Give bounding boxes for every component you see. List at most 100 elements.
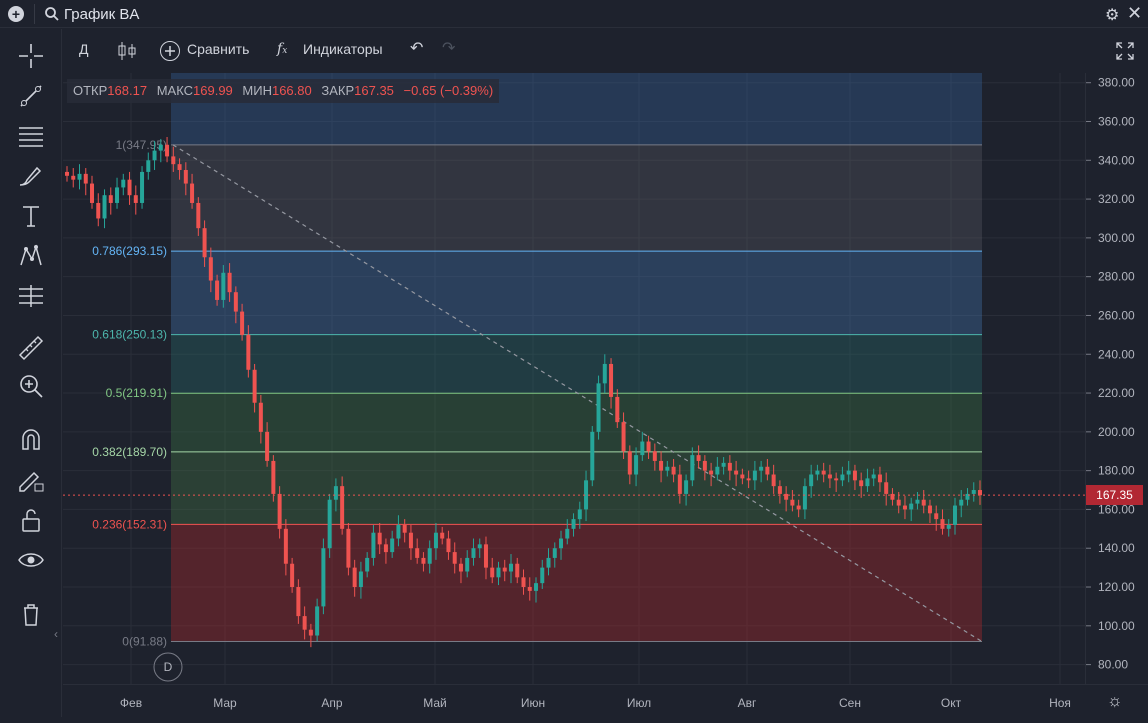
candle-body — [602, 363, 607, 384]
divider — [34, 4, 35, 24]
candle-body — [452, 552, 457, 564]
candle-body — [940, 519, 945, 529]
undo-icon[interactable]: ↶ — [410, 40, 424, 57]
month-label: Фев — [120, 696, 142, 710]
close-icon[interactable]: ✕ — [1127, 3, 1143, 23]
candle-body — [102, 195, 107, 219]
candle-body — [171, 156, 176, 165]
candle-body — [746, 478, 751, 481]
interval-button[interactable]: Д — [79, 41, 89, 57]
candle-body — [690, 455, 695, 481]
candle-body — [596, 383, 601, 432]
candle-body — [133, 195, 138, 203]
brush-icon[interactable] — [16, 161, 46, 191]
indicators-button[interactable]: Индикаторы — [303, 41, 383, 57]
candle-body — [784, 493, 789, 500]
chart-title[interactable]: График BA — [64, 6, 140, 23]
close-value: 167.35 — [354, 83, 394, 98]
candle-body — [946, 524, 951, 529]
candle-body — [846, 470, 851, 475]
candle-body — [271, 460, 276, 494]
price-tick-label: 200.00 — [1098, 425, 1135, 439]
candle-body — [840, 474, 845, 481]
trash-icon[interactable] — [16, 599, 46, 629]
price-axis[interactable]: 80.00 100.00 120.00 140.00 160.00 180.00 200.0… — [1085, 73, 1148, 684]
magnet-icon[interactable] — [16, 425, 46, 455]
price-tick-label: 100.00 — [1098, 619, 1135, 633]
price-chart[interactable]: 1(347.95)0.786(293.15)0.618(250.13)0.5(2… — [63, 73, 1085, 684]
candle-body — [777, 486, 782, 494]
candle-body — [165, 144, 170, 157]
candle-body — [640, 441, 645, 456]
candle-body — [483, 544, 488, 568]
candle-body — [440, 532, 445, 539]
unlock-icon[interactable] — [16, 505, 46, 535]
fullscreen-icon[interactable] — [1115, 41, 1135, 61]
compare-plus-icon[interactable] — [159, 40, 181, 62]
fib-levels-icon[interactable] — [16, 121, 46, 151]
candle-body — [158, 144, 163, 151]
candle-body — [927, 505, 932, 514]
candle-body — [715, 466, 720, 475]
collapse-toolbar-icon[interactable]: ‹ — [54, 627, 58, 641]
candle-body — [890, 493, 895, 500]
trend-line-icon[interactable] — [16, 81, 46, 111]
month-label: Ноя — [1049, 696, 1071, 710]
search-icon[interactable] — [44, 6, 60, 22]
zoom-in-icon[interactable] — [16, 371, 46, 401]
candle-body — [765, 466, 770, 475]
candles-icon[interactable] — [117, 40, 137, 62]
lock-drawings-icon[interactable] — [16, 465, 46, 495]
ruler-icon[interactable] — [16, 333, 46, 363]
settings-sun-icon[interactable]: ☼ — [1107, 691, 1123, 710]
candle-body — [827, 474, 832, 479]
add-icon[interactable]: + — [8, 6, 24, 22]
month-label: Апр — [321, 696, 343, 710]
candle-body — [884, 482, 889, 494]
redo-icon[interactable]: ↷ — [442, 40, 456, 57]
candle-body — [183, 169, 188, 184]
candle-body — [433, 532, 438, 549]
candle-body — [702, 460, 707, 471]
candle-body — [790, 499, 795, 506]
candle-body — [802, 486, 807, 510]
pattern-icon[interactable] — [16, 241, 46, 271]
candle-body — [552, 548, 557, 558]
candle-body — [308, 629, 313, 636]
gear-icon[interactable]: ⚙ — [1105, 7, 1120, 24]
candle-body — [921, 499, 926, 506]
candle-body — [127, 179, 132, 196]
candle-body — [421, 557, 426, 564]
candle-body — [490, 567, 495, 578]
month-label: Окт — [941, 696, 962, 710]
candle-body — [771, 474, 776, 487]
candle-body — [971, 490, 976, 494]
fib-band — [171, 334, 982, 394]
compare-button[interactable]: Сравнить — [187, 41, 250, 57]
text-tool-icon[interactable] — [16, 201, 46, 231]
high-label: МАКС — [156, 83, 194, 98]
crosshair-icon[interactable] — [16, 41, 46, 71]
time-axis[interactable]: Фев Мар Апр Май Июн Июл Авг Сен Окт Ноя ☼ — [63, 684, 1148, 717]
candle-body — [684, 480, 689, 494]
candle-body — [634, 455, 639, 475]
prediction-icon[interactable] — [16, 281, 46, 311]
candle-body — [834, 478, 839, 481]
interval-badge-label: D — [164, 660, 173, 674]
month-label: Июн — [521, 696, 545, 710]
candle-body — [377, 532, 382, 545]
change-value: −0.65 (−0.39%) — [403, 83, 494, 98]
candle-body — [752, 470, 757, 481]
candle-body — [246, 334, 251, 370]
indicators-icon[interactable]: fx — [277, 41, 288, 57]
candle-body — [677, 474, 682, 494]
candle-body — [571, 519, 576, 529]
price-tick-label: 220.00 — [1098, 386, 1135, 400]
candle-body — [402, 524, 407, 533]
fib-level-label: 0.618(250.13) — [92, 328, 167, 342]
chart-pane[interactable]: 1(347.95) 0.786(293.15) 0.618(250.13) 0.5(2… — [63, 73, 1085, 684]
candle-body — [696, 455, 701, 461]
close-label: ЗАКР — [321, 83, 355, 98]
price-tick-label: 160.00 — [1098, 502, 1135, 516]
eye-icon[interactable] — [16, 545, 46, 575]
